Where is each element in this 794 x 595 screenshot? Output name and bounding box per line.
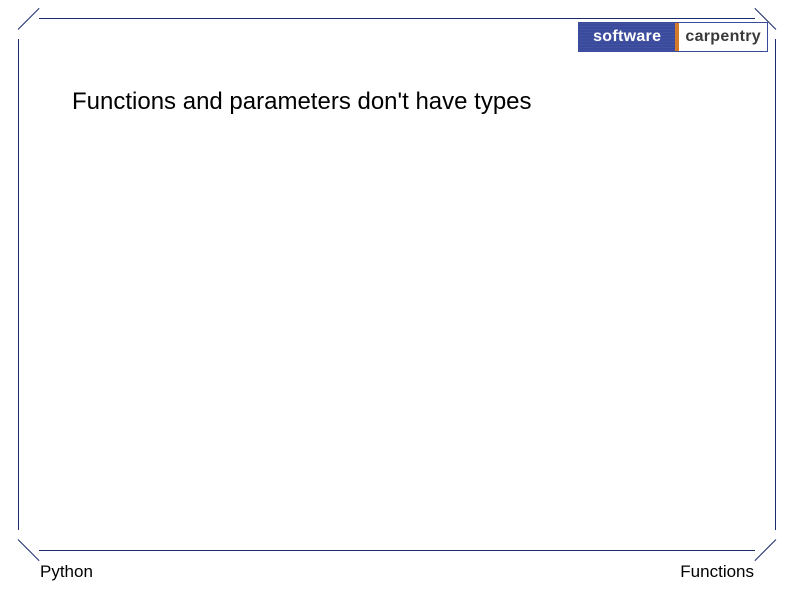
footer-right: Functions <box>680 562 754 582</box>
logo-left-word: software <box>579 23 675 51</box>
logo: software carpentry <box>578 22 768 52</box>
corner-mask <box>17 17 39 39</box>
logo-right-word: carpentry <box>679 23 767 51</box>
slide-heading: Functions and parameters don't have type… <box>72 88 532 116</box>
footer-left: Python <box>40 562 93 582</box>
